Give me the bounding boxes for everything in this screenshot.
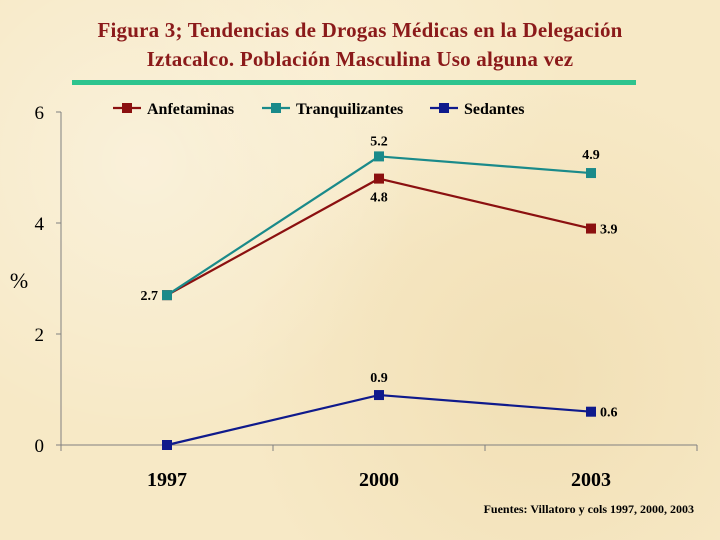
data-point [162, 290, 172, 301]
legend-swatch-marker [271, 103, 281, 113]
data-point [374, 173, 384, 184]
y-tick-label: 2 [35, 325, 45, 346]
y-axis-label: % [10, 268, 28, 293]
data-label: 4.8 [370, 191, 388, 206]
y-tick-label: 4 [35, 214, 45, 235]
series-line [166, 393, 592, 447]
data-label: 3.9 [600, 223, 618, 238]
legend-label: Sedantes [464, 101, 524, 118]
legend-swatch-marker [439, 103, 449, 113]
x-tick-label: 2003 [571, 469, 611, 491]
x-tick-label: 2000 [359, 469, 399, 491]
data-point [586, 223, 596, 234]
y-tick-label: 0 [35, 436, 45, 457]
chart-title-line-1: Figura 3; Tendencias de Drogas Médicas e… [97, 18, 623, 42]
y-tick-label: 6 [35, 103, 45, 124]
source-note: Fuentes: Villatoro y cols 1997, 2000, 20… [483, 502, 694, 516]
data-point [586, 168, 596, 179]
data-label: 2.7 [141, 289, 159, 304]
data-point [586, 406, 596, 417]
data-point [374, 390, 384, 401]
legend-label: Tranquilizantes [296, 101, 403, 118]
data-point [162, 440, 172, 450]
data-label: 5.2 [370, 134, 388, 149]
legend-swatch-marker [122, 103, 132, 113]
data-point [374, 151, 384, 162]
legend-label: Anfetaminas [147, 101, 234, 118]
x-tick-label: 1997 [147, 469, 187, 491]
title-underline [72, 80, 636, 85]
data-label: 0.6 [600, 406, 618, 421]
data-label: 4.9 [582, 148, 600, 163]
chart-title-line-2: Iztacalco. Población Masculina Uso algun… [146, 47, 574, 71]
data-label: 0.9 [370, 371, 388, 386]
chart-title: Figura 3; Tendencias de Drogas Médicas e… [20, 16, 700, 74]
line-chart: 0 2 4 6 1997 2000 2003% 4.8 3.9 2.7 5.2 4.9 0.9 0.6 An… [10, 101, 698, 491]
